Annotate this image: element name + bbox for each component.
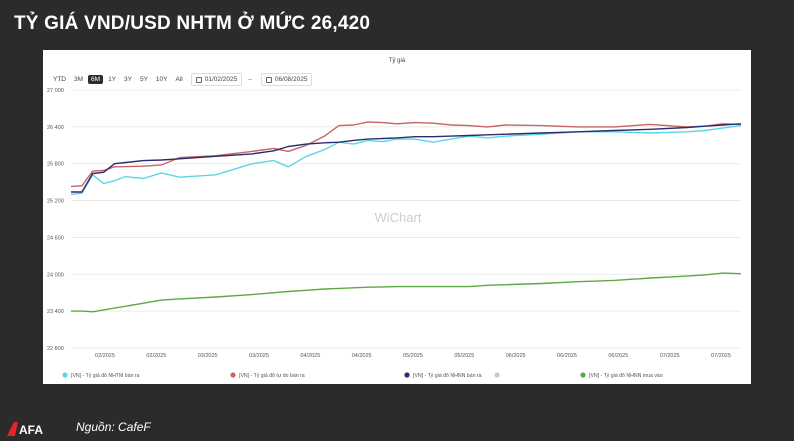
- legend-label: [VN] - Tỷ giá đô NHNN bán ra: [413, 372, 482, 379]
- headline: TỶ GIÁ VND/USD NHTM Ở MỨC 26,420: [14, 13, 371, 34]
- line-chart: 22 800 23 400 24 000 24 600 25 200 25 800 26 4…: [47, 88, 742, 379]
- date-separator: –: [248, 76, 252, 83]
- x-tick-label: 07/2025: [711, 353, 731, 359]
- series-line-2: [70, 121, 742, 188]
- x-tick-label: 05/2025: [454, 353, 474, 359]
- y-tick-label: 25 800: [47, 162, 64, 168]
- range-button-5y[interactable]: 5Y: [139, 76, 148, 83]
- x-tick-label: 03/2025: [198, 353, 218, 359]
- x-tick-label: 03/2025: [249, 353, 269, 359]
- x-tick-label: 07/2025: [660, 353, 680, 359]
- range-button-6m[interactable]: 6M: [88, 75, 104, 84]
- chart-title: Tỷ giá: [388, 58, 406, 64]
- cafef-logo: AFA: [7, 422, 43, 437]
- y-tick-label: 27 000: [47, 88, 64, 94]
- date-from-field[interactable]: 01/02/2025: [190, 73, 243, 86]
- range-button-ytd[interactable]: YTD: [53, 76, 66, 83]
- x-tick-label: 04/2025: [300, 353, 320, 359]
- calendar-icon: [195, 76, 202, 83]
- y-tick-label: 24 600: [47, 235, 64, 241]
- legend-marker: [404, 372, 410, 378]
- legend-label: [VN] - Tỷ giá đô NHNN mua vào: [589, 372, 663, 379]
- range-button-10y[interactable]: 10Y: [155, 76, 168, 83]
- range-button-3m[interactable]: 3M: [74, 76, 84, 83]
- x-tick-label: 06/2025: [557, 353, 577, 359]
- calendar-icon: [265, 76, 272, 83]
- y-tick-label: 22 800: [47, 346, 64, 352]
- y-tick-label: 23 400: [47, 309, 64, 315]
- legend-marker: [580, 372, 586, 378]
- y-tick-label: 25 200: [47, 199, 64, 205]
- date-to-value: 06/08/2025: [274, 76, 308, 83]
- range-button-3y[interactable]: 3Y: [124, 76, 132, 83]
- legend-label: [VN] - Tỷ giá đô NHTM bán ra: [71, 372, 140, 379]
- date-from-value: 01/02/2025: [204, 76, 238, 83]
- x-tick-label: 06/2025: [608, 353, 628, 359]
- x-tick-label: 05/2025: [403, 353, 423, 359]
- legend-extra-marker: [494, 372, 500, 378]
- wichart-watermark: WiChart: [375, 210, 422, 225]
- x-tick-label: 06/2025: [506, 353, 526, 359]
- y-tick-label: 26 400: [47, 125, 64, 131]
- range-button-1y[interactable]: 1Y: [108, 76, 117, 83]
- legend-label: [VN] - Tỷ giá đô tự do bán ra: [239, 372, 305, 379]
- x-tick-label: 02/2025: [146, 353, 166, 359]
- y-tick-label: 24 000: [47, 272, 64, 278]
- x-tick-label: 02/2025: [95, 353, 115, 359]
- chart-card: Tỷ giá YTD 3M 6M 1Y 3Y 5Y 10Y All 01/02/2025 – 0…: [43, 50, 751, 384]
- range-button-all[interactable]: All: [175, 76, 183, 83]
- series-line-3: [71, 123, 742, 193]
- svg-text:AFA: AFA: [19, 423, 43, 437]
- date-to-field[interactable]: 06/08/2025: [260, 73, 313, 86]
- source-note: Nguồn: CafeF: [76, 420, 151, 434]
- range-selector: YTD 3M 6M 1Y 3Y 5Y 10Y All 01/02/2025 – 06/08/20…: [50, 73, 313, 86]
- series-line-4: [71, 272, 742, 313]
- legend-marker: [62, 372, 68, 378]
- legend-marker: [230, 372, 236, 378]
- x-tick-label: 04/2025: [352, 353, 372, 359]
